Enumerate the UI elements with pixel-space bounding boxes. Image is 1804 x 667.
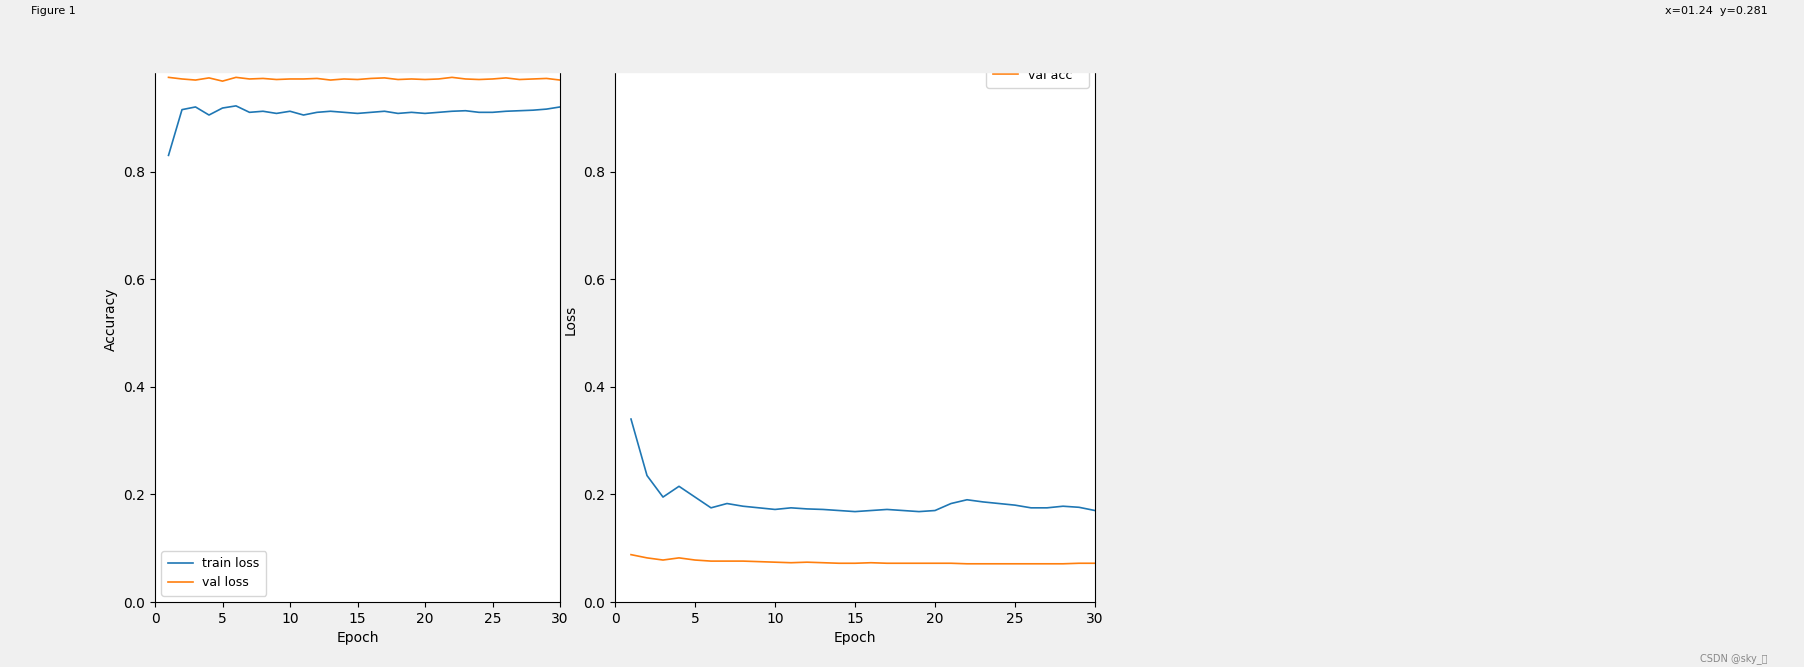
X-axis label: Epoch: Epoch — [833, 631, 877, 645]
Legend: train acc, val acc: train acc, val acc — [987, 43, 1090, 88]
Legend: train loss, val loss: train loss, val loss — [161, 551, 265, 596]
X-axis label: Epoch: Epoch — [336, 631, 379, 645]
Y-axis label: Loss: Loss — [563, 304, 577, 335]
Text: x=01.24  y=0.281: x=01.24 y=0.281 — [1665, 6, 1768, 16]
Text: CSDN @sky_拓: CSDN @sky_拓 — [1701, 653, 1768, 664]
Text: Figure 1: Figure 1 — [31, 6, 76, 16]
Text: Training History: Training History — [765, 47, 895, 65]
Y-axis label: Accuracy: Accuracy — [103, 287, 117, 352]
